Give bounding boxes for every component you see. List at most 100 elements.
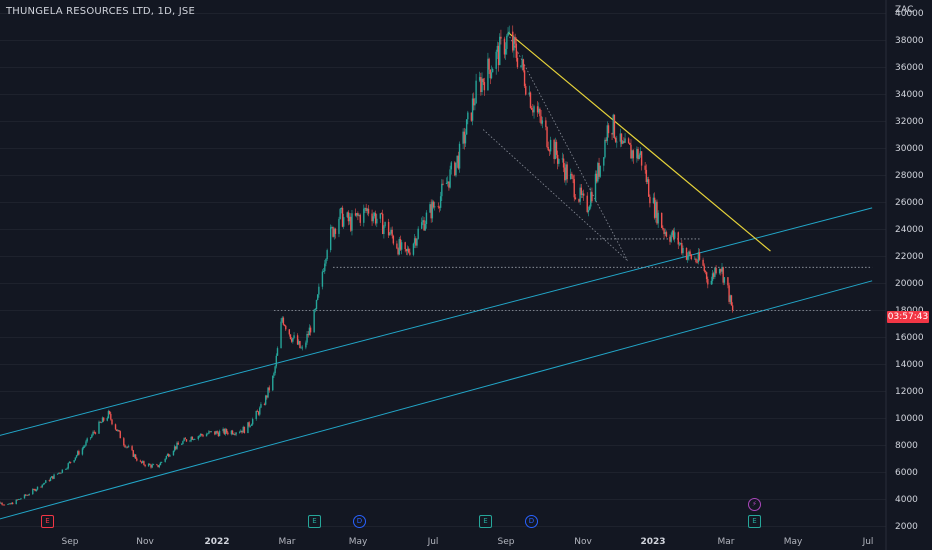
candle-body (32, 489, 34, 495)
candle-body (491, 68, 494, 73)
candle-body (409, 252, 411, 255)
candle-body (663, 229, 665, 234)
candle-body (614, 137, 617, 142)
candle-body (536, 106, 539, 113)
wedge-line-upper (507, 33, 628, 261)
candle-body (714, 267, 716, 277)
candle-body (165, 455, 168, 459)
candle-body (0, 502, 2, 504)
candle-body (322, 271, 325, 272)
candle-body (268, 387, 270, 391)
candle-body (218, 431, 221, 437)
candle-body (207, 433, 209, 435)
candle-body (61, 469, 64, 473)
candle-body (598, 162, 600, 177)
candle-body (256, 410, 259, 412)
candle-body (464, 134, 467, 144)
split-event-marker[interactable]: ⚡ (748, 498, 761, 511)
candle-body (506, 35, 508, 49)
candle-body (365, 208, 367, 211)
dividend-event-marker[interactable]: D (525, 515, 538, 528)
candle-body (553, 139, 555, 160)
candle-body (588, 206, 591, 211)
candle-body (159, 462, 162, 466)
candle-body (84, 445, 86, 447)
candle-body (331, 227, 333, 228)
candle-body (348, 216, 351, 222)
candle-body (185, 439, 188, 442)
time-tick-label: Sep (61, 537, 79, 547)
candle-body (124, 445, 126, 448)
candle-body (301, 347, 304, 349)
candle-body (521, 59, 523, 66)
candle-body (249, 425, 252, 427)
candle-body (157, 465, 159, 468)
candle-body (497, 45, 500, 66)
candle-body (730, 295, 733, 306)
candle-body (594, 173, 597, 202)
candle-body (100, 422, 103, 424)
earnings-event-marker[interactable]: E (748, 515, 761, 528)
price-tick-label: 32000 (895, 116, 924, 127)
candle-body (528, 92, 531, 95)
candle-body (17, 499, 20, 500)
candle-body (94, 432, 97, 434)
candle-body (523, 70, 526, 87)
candle-body (630, 144, 632, 159)
earnings-event-marker[interactable]: E (41, 515, 54, 528)
candle-body (731, 305, 734, 311)
candle-body (238, 432, 241, 433)
candle-body (412, 243, 415, 255)
candle-body (499, 36, 501, 66)
time-tick-label: Jul (427, 537, 439, 547)
candle-body (398, 239, 400, 255)
candle-body (222, 428, 224, 432)
candle-body (106, 418, 108, 421)
candle-body (339, 209, 341, 219)
candle-body (357, 213, 359, 216)
candles-layer (0, 25, 734, 506)
time-tick-label: Nov (136, 537, 154, 547)
candle-body (405, 249, 408, 252)
candle-body (720, 269, 722, 272)
candle-body (474, 103, 476, 106)
candle-body (471, 98, 474, 121)
candle-body (422, 220, 424, 223)
candle-body (463, 131, 465, 144)
candle-body (257, 411, 260, 415)
candle-body (152, 464, 155, 466)
candle-body (3, 504, 6, 506)
candle-body (9, 503, 12, 505)
candle-body (338, 218, 340, 234)
candle-body (655, 201, 657, 218)
candle-body (351, 213, 353, 231)
candle-body (441, 183, 443, 197)
candle-body (173, 446, 176, 451)
candle-body (333, 228, 335, 237)
candle-body (298, 341, 300, 345)
candle-body (194, 439, 196, 440)
candle-body (520, 65, 522, 68)
candle-body (214, 431, 216, 435)
candle-body (688, 251, 690, 257)
earnings-event-marker[interactable]: E (308, 515, 321, 528)
candle-body (490, 72, 493, 79)
candle-body (406, 248, 409, 252)
candle-body (199, 433, 202, 436)
candle-body (366, 208, 369, 211)
time-tick-label: Mar (278, 537, 296, 547)
candle-body (264, 395, 267, 405)
earnings-event-marker[interactable]: E (479, 515, 492, 528)
candle-body (205, 434, 208, 437)
dividend-event-marker[interactable]: D (353, 515, 366, 528)
candle-body (250, 424, 253, 426)
symbol-title[interactable]: THUNGELA RESOURCES LTD, 1D, JSE (6, 6, 195, 17)
candle-body (376, 218, 378, 224)
price-tick-label: 4000 (895, 494, 918, 505)
candle-body (23, 494, 26, 499)
candle-body (318, 286, 320, 295)
price-tick-label: 18000 (895, 306, 924, 316)
candle-body (566, 164, 568, 180)
